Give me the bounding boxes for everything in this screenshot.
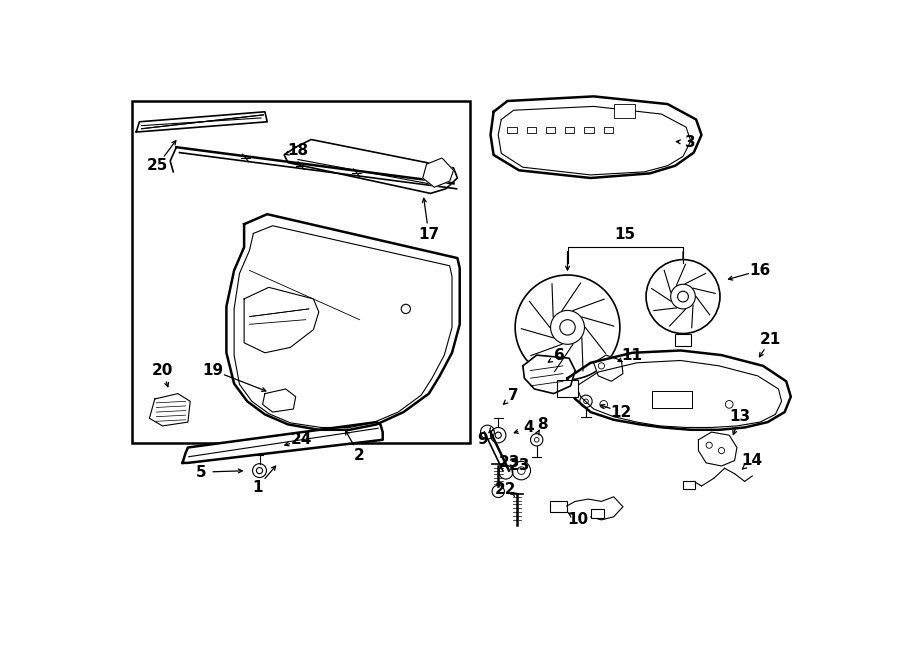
Text: 18: 18	[287, 143, 309, 158]
Text: 11: 11	[622, 348, 643, 363]
Circle shape	[646, 260, 720, 334]
Text: 16: 16	[750, 263, 770, 278]
Bar	[652, 391, 692, 408]
Polygon shape	[244, 287, 319, 353]
Polygon shape	[568, 350, 791, 430]
Text: 21: 21	[760, 332, 781, 347]
Bar	[675, 334, 690, 346]
Polygon shape	[136, 112, 267, 132]
Text: 13: 13	[729, 409, 751, 424]
Bar	[590, 509, 605, 518]
Text: 22: 22	[495, 481, 517, 496]
Polygon shape	[523, 355, 575, 394]
Text: 23: 23	[499, 455, 519, 471]
Text: 3: 3	[686, 135, 696, 150]
Circle shape	[515, 275, 620, 380]
Polygon shape	[149, 394, 190, 426]
Polygon shape	[284, 140, 457, 193]
Bar	[131, 101, 471, 443]
Text: 20: 20	[152, 363, 173, 378]
Text: 6: 6	[554, 348, 565, 363]
Polygon shape	[698, 432, 737, 466]
Bar	[584, 127, 594, 133]
Polygon shape	[263, 389, 296, 412]
Text: 24: 24	[291, 432, 311, 448]
Text: 14: 14	[742, 453, 763, 468]
Text: 8: 8	[536, 417, 547, 432]
Text: 19: 19	[202, 363, 224, 378]
Bar	[604, 127, 613, 133]
Bar	[565, 127, 574, 133]
Text: 9: 9	[478, 432, 488, 448]
Bar	[683, 481, 696, 489]
Bar	[550, 501, 567, 512]
Text: 10: 10	[568, 512, 589, 528]
Bar	[546, 127, 555, 133]
Text: 23: 23	[509, 459, 530, 473]
Text: 4: 4	[524, 420, 535, 435]
Bar	[557, 380, 579, 397]
Polygon shape	[183, 422, 382, 463]
Bar	[508, 127, 517, 133]
Text: 15: 15	[615, 228, 635, 242]
Polygon shape	[227, 214, 460, 430]
Text: 12: 12	[611, 404, 632, 420]
Text: 7: 7	[508, 388, 519, 402]
Text: 25: 25	[147, 158, 167, 173]
Polygon shape	[491, 97, 701, 178]
Text: 1: 1	[252, 480, 263, 495]
Bar	[614, 104, 635, 118]
Polygon shape	[594, 355, 623, 381]
Text: 5: 5	[195, 465, 206, 480]
Text: 17: 17	[418, 228, 439, 242]
Polygon shape	[423, 158, 454, 187]
Bar	[526, 127, 536, 133]
Text: 2: 2	[355, 448, 365, 463]
